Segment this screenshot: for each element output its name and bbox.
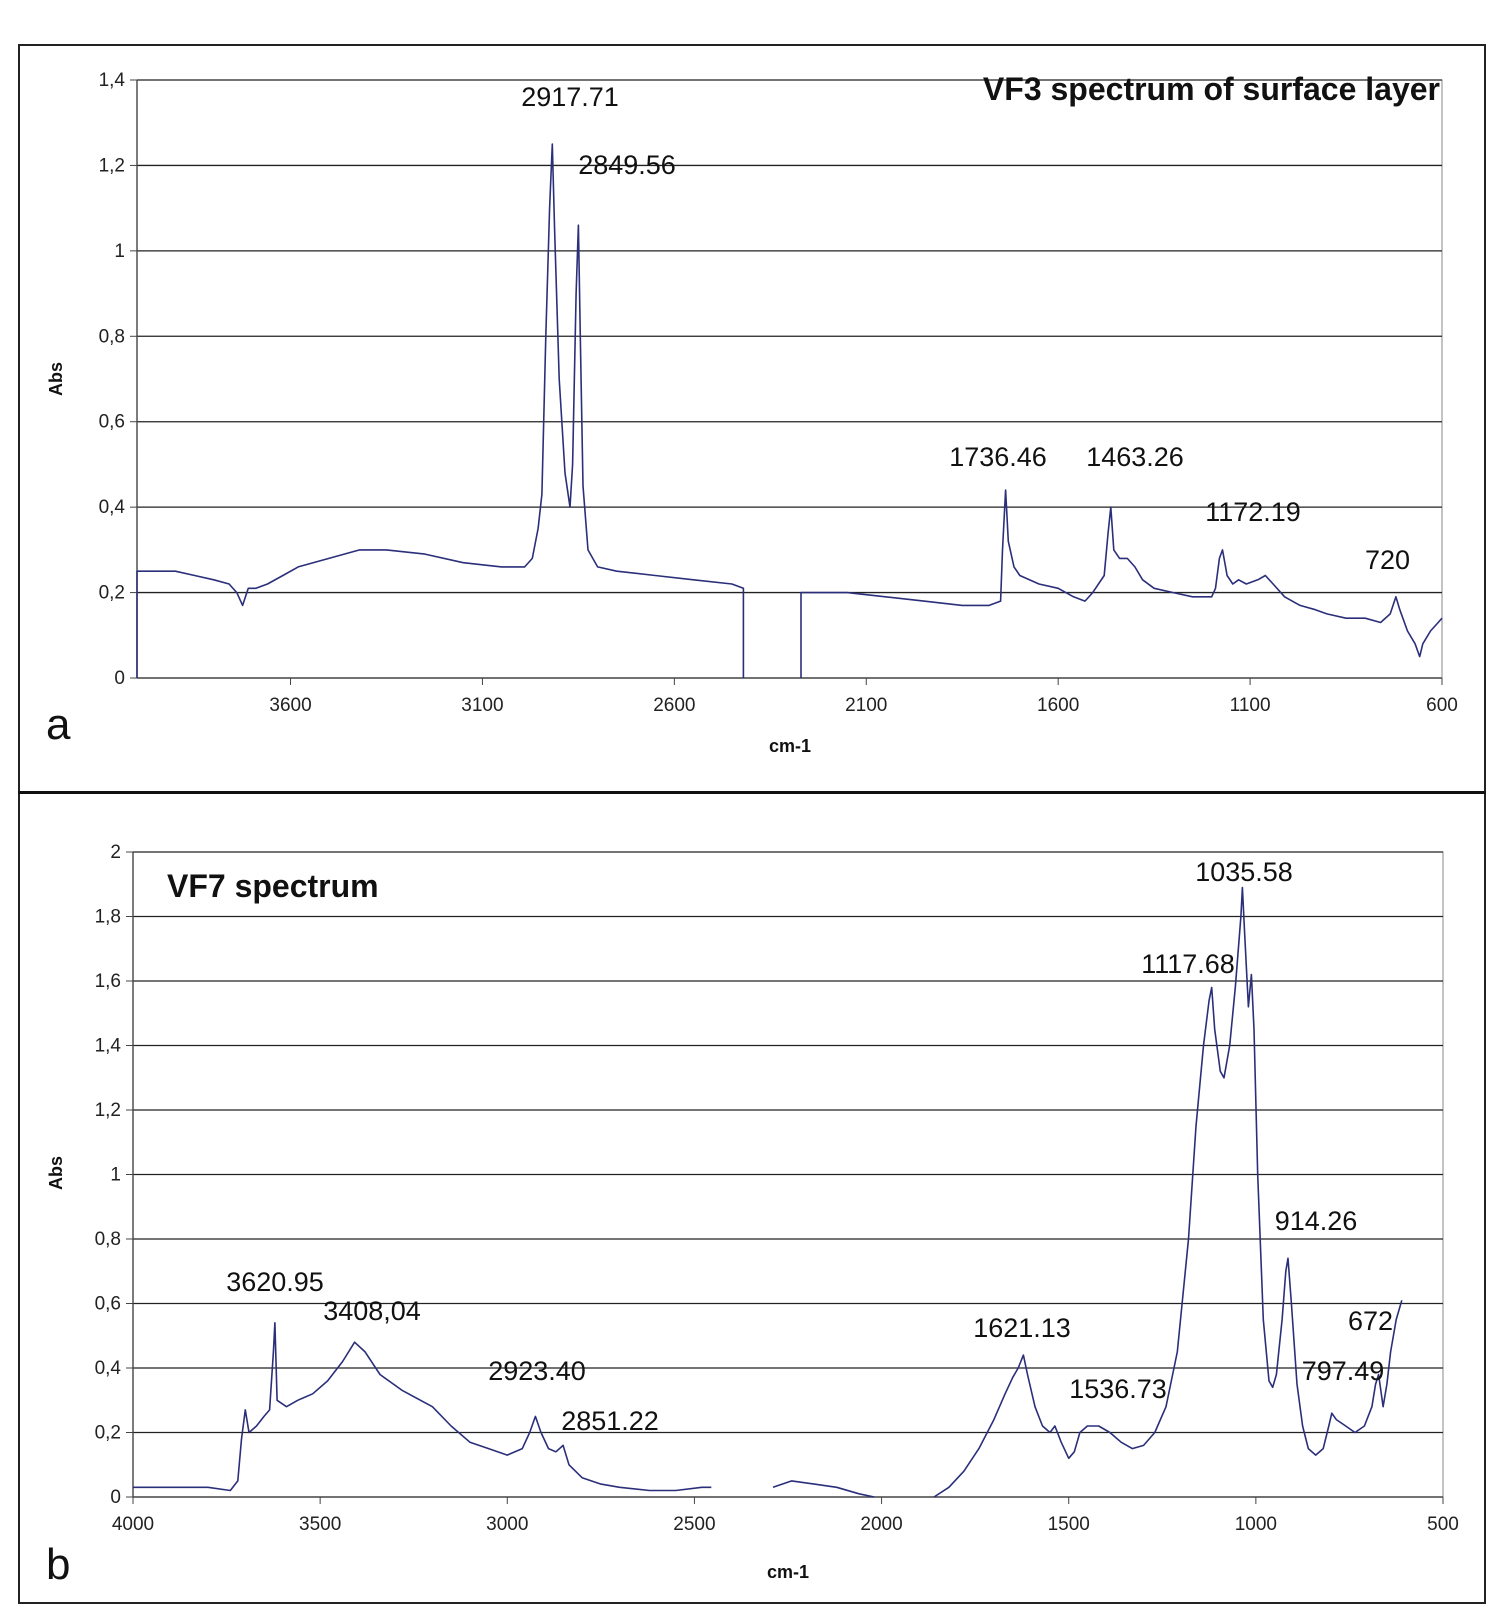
x-tick-label-b: 2500	[673, 1514, 715, 1535]
x-tick-label-a: 3100	[461, 695, 503, 716]
peak-label-b: 1536.73	[1069, 1374, 1167, 1404]
x-tick-label-b: 2000	[860, 1514, 902, 1535]
y-tick-label-a: 0,2	[99, 583, 125, 604]
y-tick-label-a: 0,6	[99, 412, 125, 433]
x-tick-label-a: 2100	[845, 695, 887, 716]
y-tick-label-b: 0,2	[95, 1423, 121, 1444]
panel-label-b: b	[46, 1540, 71, 1589]
y-tick-label-b: 2	[110, 842, 121, 863]
y-tick-label-a: 0	[114, 668, 125, 689]
y-tick-label-a: 1,4	[99, 70, 126, 91]
spectrum-line-a-segment-1	[136, 143, 745, 678]
y-axis-label-b: Abs	[46, 1156, 66, 1190]
y-tick-label-b: 0	[110, 1487, 121, 1508]
x-tick-label-b: 3500	[299, 1514, 341, 1535]
peak-label-b: 1621.13	[973, 1313, 1071, 1343]
chart-title-a: VF3 spectrum of surface layer	[983, 71, 1440, 107]
y-tick-label-b: 1,4	[95, 1036, 122, 1057]
x-tick-label-b: 1000	[1235, 1514, 1277, 1535]
y-tick-label-b: 0,8	[95, 1229, 121, 1250]
y-tick-label-a: 0,4	[99, 497, 126, 518]
spectrum-line-a-segment-2	[800, 489, 1443, 678]
spectrum-line-b-segment-2	[772, 1480, 875, 1498]
x-axis-label-a: cm-1	[769, 736, 811, 756]
y-tick-label-b: 1,6	[95, 971, 121, 992]
y-tick-label-a: 1	[114, 241, 125, 262]
peak-label-a: 720	[1365, 545, 1410, 575]
x-tick-label-a: 2600	[653, 695, 695, 716]
peak-label-b: 672	[1348, 1306, 1393, 1336]
y-tick-label-b: 1	[110, 1165, 121, 1186]
x-tick-label-b: 4000	[112, 1514, 154, 1535]
peak-label-a: 2917.71	[521, 82, 619, 112]
peak-label-b: 2851.22	[561, 1406, 659, 1436]
x-tick-label-a: 3600	[269, 695, 311, 716]
peak-label-b: 1035.58	[1195, 857, 1293, 887]
x-tick-label-a: 600	[1426, 695, 1458, 716]
spectrum-line-b-segment-3	[933, 886, 1403, 1498]
y-tick-label-a: 0,8	[99, 326, 125, 347]
panel-divider	[18, 791, 1486, 794]
x-tick-label-a: 1600	[1037, 695, 1079, 716]
peak-label-b: 3408,04	[323, 1296, 421, 1326]
x-tick-label-b: 3000	[486, 1514, 528, 1535]
plot-area-a	[136, 79, 1443, 679]
y-tick-label-b: 0,6	[95, 1294, 121, 1315]
y-axis-label-a: Abs	[46, 362, 66, 396]
x-tick-label-a: 1100	[1230, 695, 1271, 716]
y-tick-label-b: 0,4	[95, 1358, 122, 1379]
y-tick-label-b: 1,2	[95, 1100, 121, 1121]
peak-label-b: 914.26	[1275, 1206, 1358, 1236]
peak-label-a: 1172.19	[1205, 497, 1301, 527]
panel-label-a: a	[46, 700, 71, 749]
x-tick-label-b: 500	[1427, 1514, 1459, 1535]
x-axis-label-b: cm-1	[767, 1562, 809, 1582]
spectrum-line-b-segment-1	[133, 1322, 712, 1492]
y-tick-label-a: 1,2	[99, 155, 125, 176]
peak-label-a: 1463.26	[1086, 442, 1184, 472]
peak-label-a: 1736.46	[949, 442, 1047, 472]
chart-title-b: VF7 spectrum	[167, 868, 379, 904]
figure-frame	[18, 44, 1486, 1604]
peak-label-a: 2849.56	[578, 150, 676, 180]
peak-label-b: 1117.68	[1141, 949, 1235, 979]
peak-label-b: 797.49	[1302, 1356, 1385, 1386]
peak-label-b: 3620.95	[226, 1267, 324, 1297]
x-tick-label-b: 1500	[1048, 1514, 1090, 1535]
peak-label-b: 2923.40	[488, 1356, 586, 1386]
y-tick-label-b: 1,8	[95, 907, 121, 928]
